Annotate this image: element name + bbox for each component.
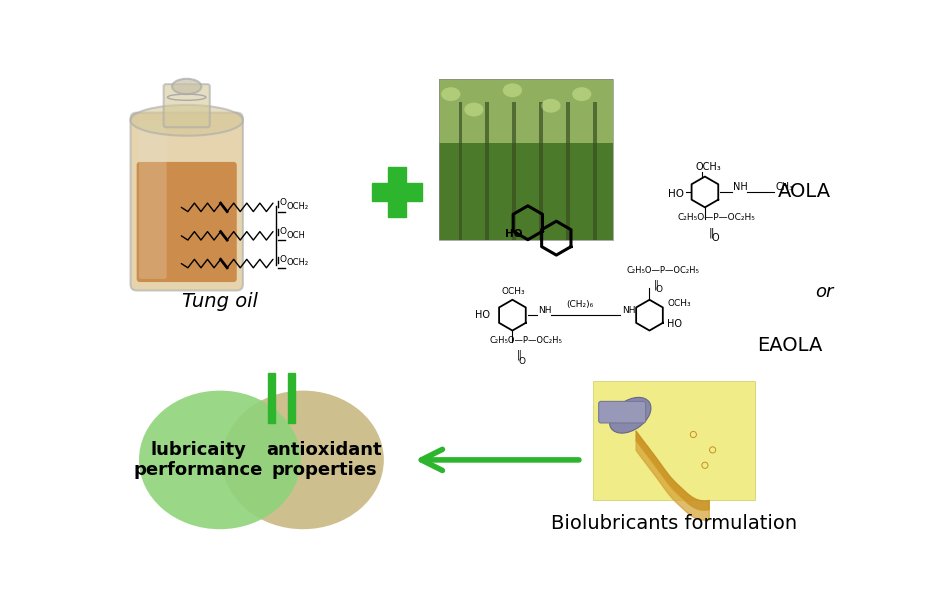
Text: O: O — [279, 227, 286, 236]
Text: CH₃: CH₃ — [776, 182, 793, 192]
Ellipse shape — [139, 391, 300, 529]
Text: OCH₃: OCH₃ — [501, 287, 525, 296]
Bar — [593, 102, 597, 240]
Text: OCH₂: OCH₂ — [286, 202, 309, 211]
FancyBboxPatch shape — [593, 381, 755, 500]
Text: antioxidant
properties: antioxidant properties — [267, 440, 382, 479]
Bar — [513, 102, 516, 240]
FancyBboxPatch shape — [131, 113, 243, 290]
Text: O: O — [279, 198, 286, 208]
Bar — [388, 168, 407, 217]
FancyBboxPatch shape — [439, 79, 612, 143]
Bar — [539, 102, 544, 240]
Text: AOLA: AOLA — [778, 183, 831, 201]
Ellipse shape — [502, 83, 522, 97]
Text: OCH₃: OCH₃ — [668, 299, 691, 308]
Text: C₂H₅O—P—OC₂H₅: C₂H₅O—P—OC₂H₅ — [678, 213, 756, 221]
Text: NH: NH — [732, 182, 747, 192]
Ellipse shape — [441, 87, 460, 101]
Text: HO: HO — [505, 229, 522, 238]
Bar — [458, 102, 462, 240]
Text: NH: NH — [622, 306, 636, 315]
Text: (CH₂)₆: (CH₂)₆ — [566, 301, 593, 309]
Text: ‖: ‖ — [516, 350, 521, 360]
Text: O: O — [655, 285, 663, 294]
Text: OCH₃: OCH₃ — [696, 162, 721, 172]
FancyBboxPatch shape — [439, 143, 612, 240]
Ellipse shape — [572, 87, 592, 101]
Bar — [485, 102, 489, 240]
Bar — [287, 373, 295, 423]
Text: O: O — [279, 255, 286, 264]
Bar — [439, 79, 612, 240]
FancyBboxPatch shape — [163, 84, 209, 127]
Ellipse shape — [172, 79, 201, 94]
Ellipse shape — [541, 99, 561, 113]
Text: lubricaity
performance: lubricaity performance — [133, 440, 263, 479]
Text: C₂H₅O—P—OC₂H₅: C₂H₅O—P—OC₂H₅ — [626, 266, 700, 275]
Text: OCH: OCH — [286, 231, 306, 240]
Text: or: or — [815, 283, 834, 301]
Ellipse shape — [223, 391, 384, 529]
Text: O: O — [518, 357, 526, 365]
Text: HO: HO — [668, 189, 684, 198]
Text: ‖: ‖ — [709, 227, 715, 238]
Text: HO: HO — [668, 319, 683, 329]
FancyBboxPatch shape — [139, 120, 167, 279]
Bar — [268, 373, 275, 423]
FancyBboxPatch shape — [137, 162, 237, 282]
Ellipse shape — [464, 103, 484, 117]
Text: HO: HO — [475, 310, 490, 320]
Bar — [566, 102, 570, 240]
Text: ‖: ‖ — [654, 280, 658, 290]
Text: EAOLA: EAOLA — [757, 336, 823, 356]
Text: OCH₂: OCH₂ — [286, 258, 309, 267]
Text: C₂H₅O—P—OC₂H₅: C₂H₅O—P—OC₂H₅ — [489, 336, 562, 345]
Text: NH: NH — [538, 306, 551, 315]
Bar — [372, 183, 422, 201]
FancyBboxPatch shape — [599, 401, 646, 423]
Text: Biolubricants formulation: Biolubricants formulation — [551, 514, 797, 533]
Text: O: O — [711, 234, 718, 243]
Text: Tung oil: Tung oil — [182, 292, 258, 311]
Ellipse shape — [609, 397, 651, 433]
Ellipse shape — [131, 105, 243, 136]
